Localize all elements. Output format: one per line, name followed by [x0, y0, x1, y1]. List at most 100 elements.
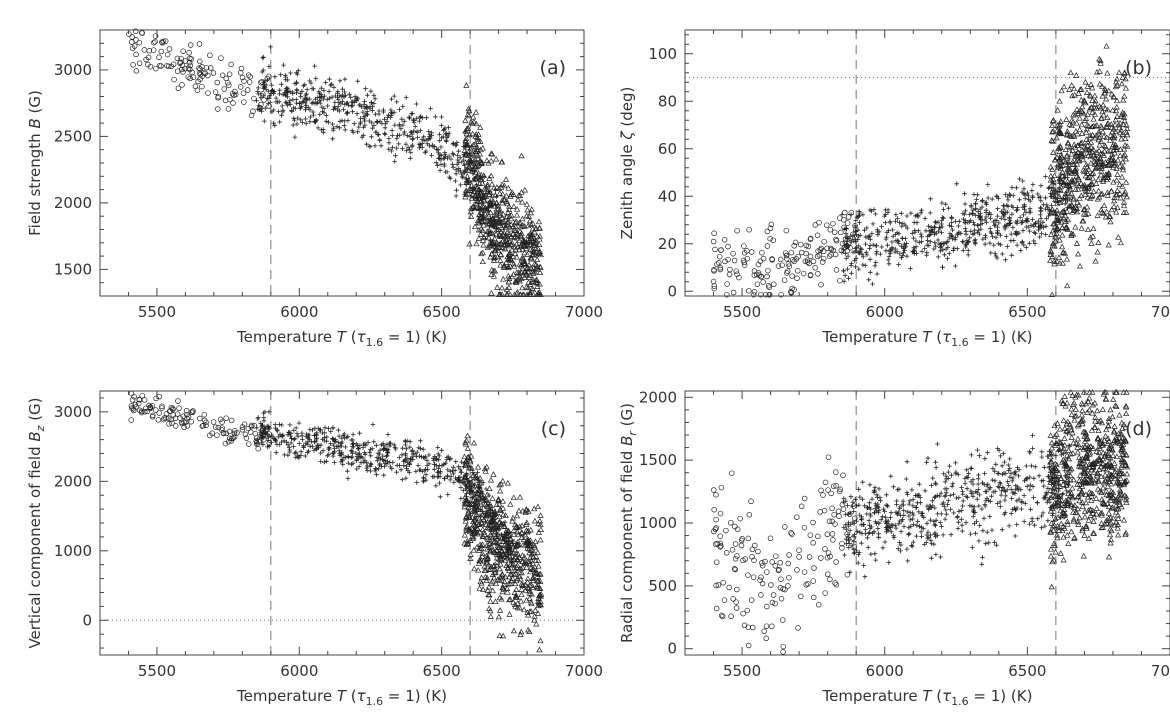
data-point: [819, 282, 824, 287]
data-point: [462, 533, 467, 538]
data-point: [1065, 432, 1070, 437]
data-point: [421, 479, 426, 484]
data-point: [488, 599, 493, 604]
data-point: [712, 267, 717, 272]
data-point: [363, 123, 368, 128]
data-point: [1001, 203, 1006, 208]
data-point: [742, 623, 747, 628]
data-point: [130, 35, 135, 40]
data-point: [215, 433, 220, 438]
data-point: [971, 514, 976, 519]
data-point: [842, 553, 847, 558]
data-point: [832, 512, 837, 517]
data-point: [993, 251, 998, 256]
data-point: [1106, 243, 1111, 248]
data-point: [873, 264, 878, 269]
data-point: [368, 469, 373, 474]
data-point: [1039, 183, 1044, 188]
data-point: [404, 142, 409, 147]
data-point: [362, 119, 367, 124]
data-point: [1118, 240, 1123, 245]
data-point: [277, 422, 282, 427]
data-point: [959, 485, 964, 490]
data-point: [213, 425, 218, 430]
data-point: [984, 215, 989, 220]
data-point: [147, 48, 152, 53]
data-point: [956, 472, 961, 477]
data-point: [833, 522, 838, 527]
data-point: [969, 489, 974, 494]
data-point: [994, 462, 999, 467]
data-point: [288, 423, 293, 428]
data-point: [925, 521, 930, 526]
data-point: [293, 135, 298, 140]
data-point: [747, 227, 752, 232]
data-point: [894, 502, 899, 507]
data-point: [802, 496, 807, 501]
data-point: [154, 66, 159, 71]
data-point: [187, 50, 192, 55]
data-point: [841, 473, 846, 478]
x-tick-label: 6000: [866, 303, 904, 321]
data-point: [721, 580, 726, 585]
data-point: [845, 503, 850, 508]
data-point: [880, 245, 885, 250]
data-point: [873, 212, 878, 217]
data-point: [505, 481, 510, 486]
data-point: [532, 519, 537, 524]
x-axis-title: Temperature T (τ1.6 = 1) (K): [236, 687, 447, 708]
data-point: [1067, 87, 1072, 92]
data-point: [345, 110, 350, 115]
data-point: [469, 214, 474, 219]
data-point: [980, 555, 985, 560]
y-tick-label: 3000: [54, 403, 92, 421]
data-point: [959, 508, 964, 513]
data-point: [848, 570, 853, 575]
data-point: [281, 63, 286, 68]
data-point: [787, 575, 792, 580]
data-point: [798, 242, 803, 247]
data-point: [1060, 233, 1065, 238]
data-point: [336, 428, 341, 433]
data-point: [308, 427, 313, 432]
data-point: [252, 96, 257, 101]
data-point: [397, 107, 402, 112]
data-point: [935, 442, 940, 447]
data-point: [717, 254, 722, 259]
data-point: [489, 291, 494, 296]
data-point: [1060, 244, 1065, 249]
data-point: [338, 119, 343, 124]
data-point: [871, 222, 876, 227]
data-point: [1116, 235, 1121, 240]
data-point: [497, 566, 502, 571]
data-point: [177, 406, 182, 411]
data-point: [1026, 194, 1031, 199]
data-point: [455, 153, 460, 158]
data-point: [996, 484, 1001, 489]
panel-b: 5500600065007000020406080100(b)Temperatu…: [618, 30, 1170, 349]
y-tick-label: 60: [658, 140, 677, 158]
data-point: [825, 246, 830, 251]
data-point: [1003, 258, 1008, 263]
data-point: [414, 469, 419, 474]
data-point: [522, 188, 527, 193]
data-point: [1028, 488, 1033, 493]
data-point: [751, 575, 756, 580]
data-point: [300, 434, 305, 439]
data-point: [439, 448, 444, 453]
data-point: [344, 111, 349, 116]
data-point: [902, 513, 907, 518]
data-point: [1075, 132, 1080, 137]
data-point: [909, 211, 914, 216]
data-point: [255, 426, 260, 431]
data-point: [841, 269, 846, 274]
data-point: [357, 431, 362, 436]
data-point: [940, 215, 945, 220]
data-point: [758, 578, 763, 583]
data-point: [764, 624, 769, 629]
data-point: [137, 61, 142, 66]
data-point: [883, 220, 888, 225]
data-point: [1030, 446, 1035, 451]
data-point: [925, 536, 930, 541]
data-point: [985, 530, 990, 535]
